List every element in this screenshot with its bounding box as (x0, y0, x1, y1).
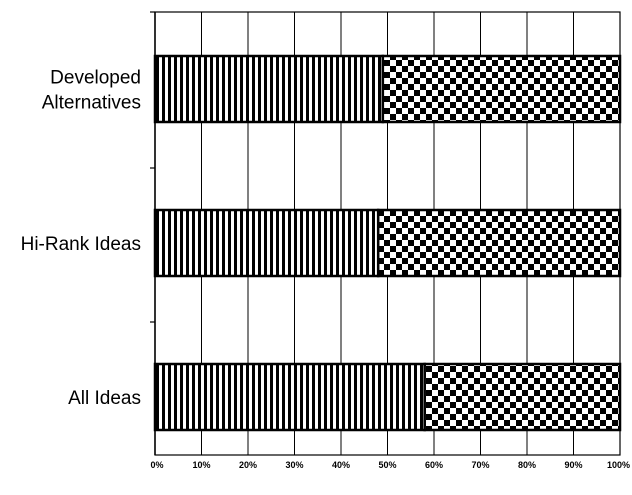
x-tick-label: 10% (192, 460, 210, 470)
x-tick-label: 60% (425, 460, 443, 470)
category-label: All Ideas (68, 388, 141, 409)
x-tick-label: 30% (285, 460, 303, 470)
x-tick-label: 40% (332, 460, 350, 470)
x-tick-label: 70% (471, 460, 489, 470)
category-label: Hi-Rank Ideas (21, 234, 141, 255)
bar-segment-checkerboard (376, 208, 622, 278)
bar-segment-vertical-stripes (153, 208, 380, 278)
bar-segment-vertical-stripes (153, 54, 385, 124)
x-axis-ticks: 0% 10% 20% 30% 40% 50% 60% 70% 80% 90% 100% (150, 460, 630, 470)
x-tick-label: 80% (518, 460, 536, 470)
category-label: Developed Alternatives (42, 68, 141, 114)
bars (153, 54, 622, 432)
x-tick-label: 100% (607, 460, 630, 470)
x-tick-label: 90% (564, 460, 582, 470)
category-labels: Developed Alternatives Hi-Rank Ideas All Id… (21, 68, 141, 410)
x-tick-label: 0% (150, 460, 163, 470)
x-tick-label: 20% (239, 460, 257, 470)
bar-segment-checkerboard (381, 54, 622, 124)
bar-segment-checkerboard (423, 362, 622, 432)
bar-segment-vertical-stripes (153, 362, 426, 432)
x-tick-label: 50% (378, 460, 396, 470)
y-axis (150, 11, 156, 455)
